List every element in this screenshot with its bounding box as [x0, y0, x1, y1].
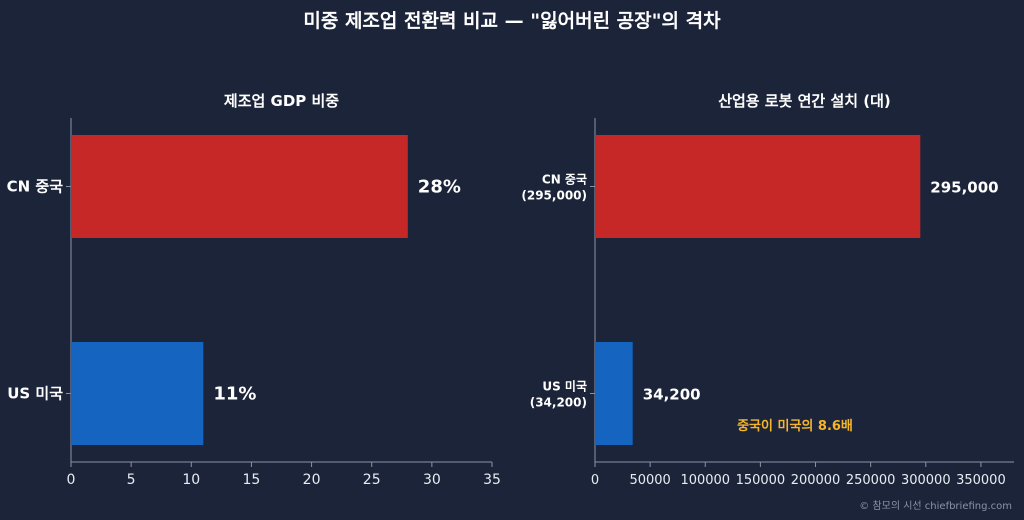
category-label: US 미국 [7, 385, 63, 403]
x-tick-label: 15 [243, 472, 261, 488]
x-tick-label: 150000 [736, 473, 786, 488]
x-tick-label: 0 [591, 473, 599, 488]
x-tick-label: 0 [67, 472, 76, 488]
bar-china [595, 135, 921, 238]
panel-title: 제조업 GDP 비중 [224, 92, 339, 110]
bar-us [71, 342, 204, 445]
bar-us [595, 342, 633, 445]
x-tick-label: 100000 [680, 473, 730, 488]
credit-text: © 참모의 시선 chiefbriefing.com [859, 501, 1012, 512]
category-label: (34,200) [530, 396, 587, 410]
x-tick-label: 50000 [629, 473, 670, 488]
x-tick-label: 300000 [901, 473, 951, 488]
category-label: US 미국 [542, 379, 587, 394]
x-tick-label: 30 [423, 472, 441, 488]
data-label: 34,200 [643, 386, 701, 404]
category-label: CN 중국 [542, 173, 587, 187]
data-label: 28% [418, 177, 461, 198]
bar-china [71, 135, 408, 238]
x-tick-label: 200000 [791, 473, 841, 488]
x-tick-label: 25 [363, 472, 381, 488]
data-label: 295,000 [930, 179, 998, 197]
x-tick-label: 10 [182, 472, 200, 488]
x-tick-label: 35 [483, 472, 501, 488]
category-label: CN 중국 [7, 178, 64, 196]
x-tick-label: 250000 [846, 473, 896, 488]
x-tick-label: 350000 [956, 473, 1006, 488]
main-title: 미중 제조업 전환력 비교 — "잃어버린 공장"의 격차 [303, 10, 721, 32]
panel-title: 산업용 로봇 연간 설치 (대) [718, 92, 891, 110]
annotation-text: 중국이 미국의 8.6배 [737, 418, 853, 434]
x-tick-label: 20 [303, 472, 321, 488]
data-label: 11% [213, 384, 256, 405]
x-tick-label: 5 [127, 472, 136, 488]
category-label: (295,000) [521, 189, 587, 203]
